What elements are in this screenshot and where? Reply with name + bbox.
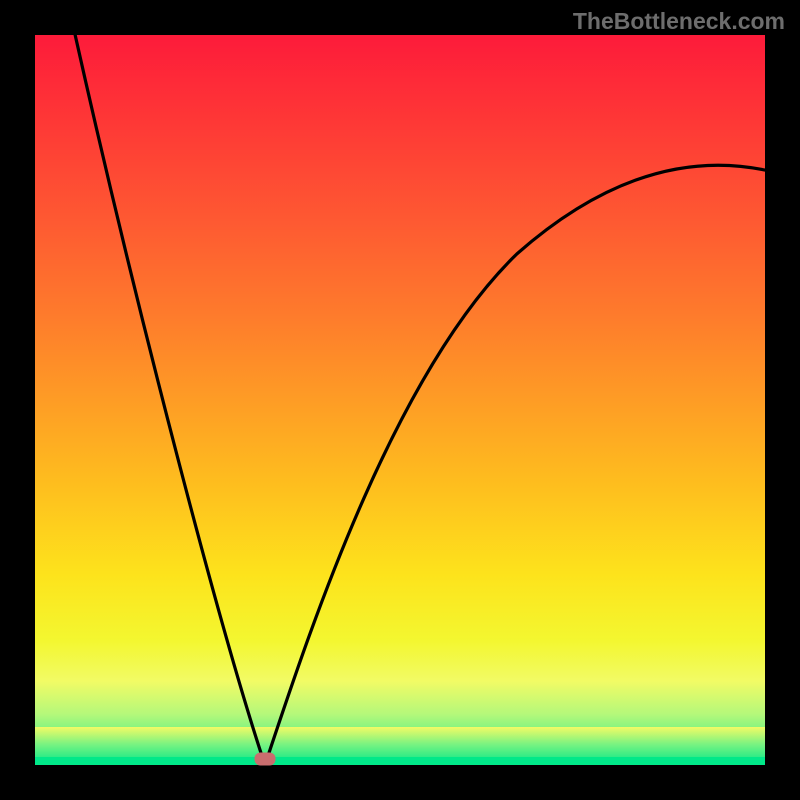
bottleneck-curve-svg: [0, 0, 800, 800]
bottleneck-curve: [75, 35, 765, 765]
optimal-point-marker: [254, 753, 275, 766]
